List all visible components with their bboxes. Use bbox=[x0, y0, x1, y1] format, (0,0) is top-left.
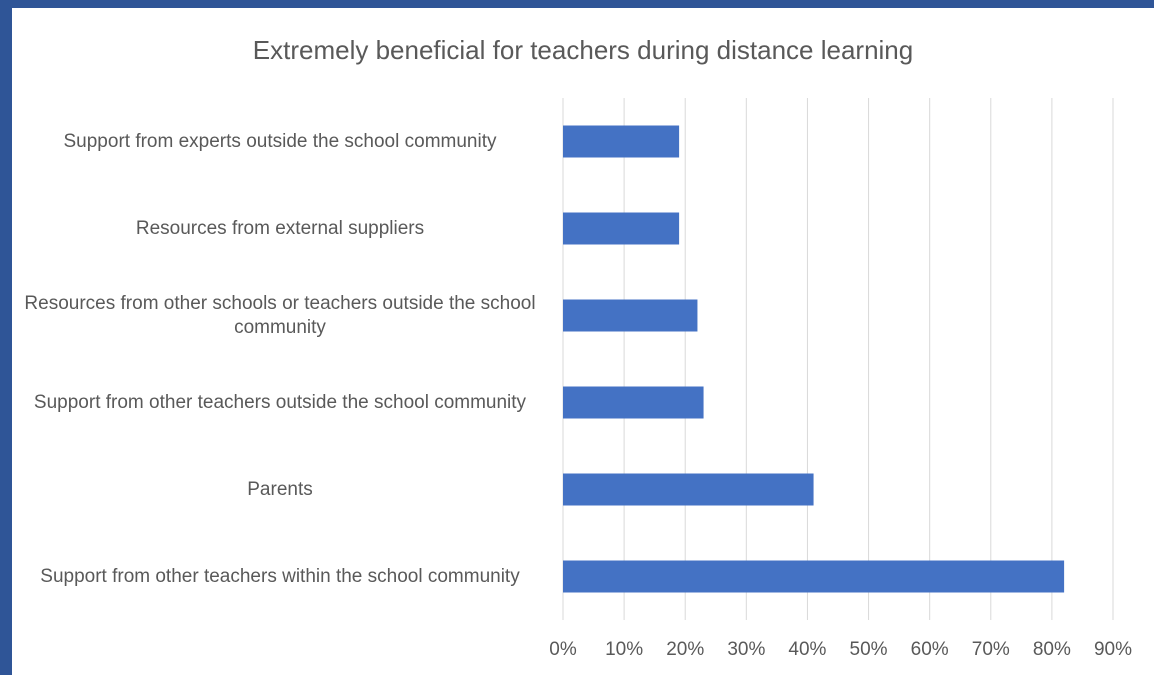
x-tick-label: 30% bbox=[727, 639, 765, 660]
bar bbox=[563, 473, 814, 506]
x-tick-label: 50% bbox=[850, 639, 888, 660]
x-tick-label: 90% bbox=[1094, 639, 1132, 660]
x-tick-label: 60% bbox=[911, 639, 949, 660]
bar bbox=[563, 386, 704, 419]
x-tick-label: 10% bbox=[605, 639, 643, 660]
bar bbox=[563, 299, 698, 332]
x-tick-label: 80% bbox=[1033, 639, 1071, 660]
y-tick-label: Resources from other schools or teachers… bbox=[24, 292, 536, 338]
x-tick-label: 40% bbox=[788, 639, 826, 660]
x-tick-label: 70% bbox=[972, 639, 1010, 660]
y-tick-label: Support from experts outside the school … bbox=[63, 130, 497, 152]
bar bbox=[563, 212, 680, 245]
y-tick-label: Resources from external suppliers bbox=[135, 217, 425, 239]
y-tick-label: Parents bbox=[247, 478, 313, 500]
x-tick-label: 0% bbox=[549, 639, 577, 660]
y-tick-label: Support from other teachers outside the … bbox=[33, 391, 527, 413]
x-tick-label: 20% bbox=[666, 639, 704, 660]
bar bbox=[563, 125, 680, 158]
chart-title: Extremely beneficial for teachers during… bbox=[253, 35, 913, 65]
bar bbox=[563, 560, 1065, 593]
y-tick-label: Support from other teachers within the s… bbox=[40, 565, 520, 587]
